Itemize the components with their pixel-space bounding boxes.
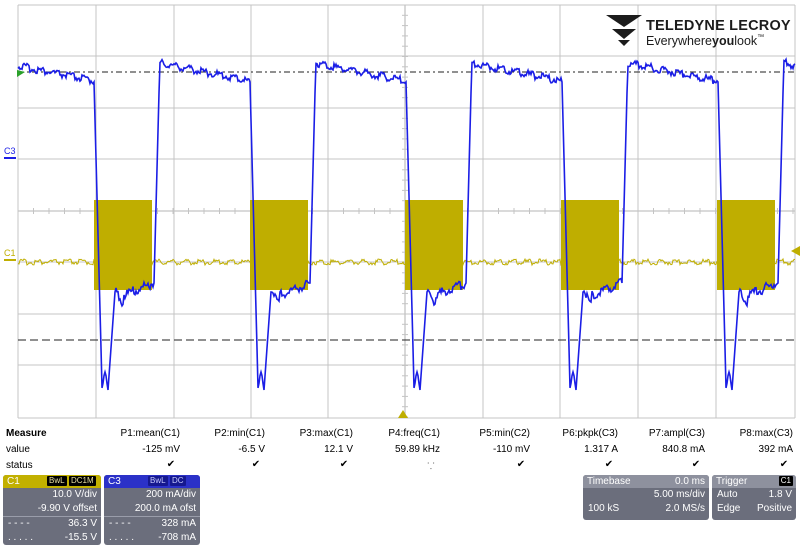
measure-status-p4-histogram-icon: ⸪ (427, 461, 435, 471)
trigger-type: Edge (717, 503, 741, 514)
measure-label-p4: P4:freq(C1) (388, 428, 440, 439)
logo-brand-text: TELEDYNE LECROY (646, 18, 791, 34)
c1-switching-bursts (94, 200, 775, 290)
timebase-samples: 100 kS (588, 503, 620, 514)
c1-burst-4 (561, 200, 619, 290)
c3-channel-marker[interactable]: C3 (4, 146, 16, 156)
trigger-title: Trigger (716, 476, 748, 487)
measure-status-p3-check-icon: ✔ (339, 459, 349, 470)
measure-label-p7: P7:ampl(C3) (648, 428, 705, 439)
trigger-mode: Auto (717, 489, 738, 500)
logo-tagline: Everywhereyoulook™ (646, 34, 765, 48)
measure-status-p8-check-icon: ✔ (779, 459, 789, 470)
timebase-delay: 0.0 ms (674, 476, 705, 487)
measure-label-p2: P2:min(C1) (214, 428, 265, 439)
measure-value-row-label: value (6, 444, 30, 455)
c1-burst-1 (94, 200, 152, 290)
measure-status-p7-check-icon: ✔ (691, 459, 701, 470)
timebase-tdiv: 5.00 ms/div (653, 489, 705, 500)
c3-offset-value: 200.0 mA ofst (134, 503, 196, 514)
timebase-rate: 2.0 MS/s (665, 503, 705, 514)
measure-value-p6: 1.317 A (584, 444, 618, 455)
measure-label-p3: P3:max(C1) (299, 428, 353, 439)
c1-max-indicator: - - - - (8, 518, 30, 529)
c1-burst-2 (250, 200, 308, 290)
measure-value-p8: 392 mA (758, 444, 793, 455)
c1-min-value: -15.5 V (64, 532, 97, 543)
c3-vdiv-value: 200 mA/div (145, 489, 196, 500)
measure-value-p1: -125 mV (142, 444, 180, 455)
c1-max-value: 36.3 V (68, 518, 97, 529)
measure-status-row-label: status (6, 460, 33, 471)
c1-channel-marker[interactable]: C1 (4, 248, 16, 258)
measure-status-p1-check-icon: ✔ (166, 459, 176, 470)
measure-status-p2-check-icon: ✔ (251, 459, 261, 470)
trigger-level: 1.8 V (768, 489, 792, 500)
c1-panel-name: C1 (7, 476, 20, 487)
c3-max-indicator: - - - - (109, 518, 131, 529)
teledyne-lecroy-logo: TELEDYNE LECROY Everywhereyoulook™ (604, 13, 794, 53)
c1-burst-3 (405, 200, 463, 290)
measure-title: Measure (6, 428, 47, 439)
c3-trace (17, 57, 796, 391)
c1-channel-descriptor[interactable]: C1 BwL DC1M 10.0 V/div -9.90 V offset - … (3, 475, 101, 545)
c3-channel-descriptor[interactable]: C3 BwL DC 200 mA/div 200.0 mA ofst - - -… (104, 475, 200, 545)
trigger-channel-badge: C1 (778, 476, 793, 486)
c1-min-indicator: . . . . . (8, 532, 34, 543)
measure-value-p3: 12.1 V (324, 444, 353, 455)
c1-vdiv-value: 10.0 V/div (52, 489, 97, 500)
c3-min-value: -708 mA (158, 532, 196, 543)
timebase-descriptor[interactable]: Timebase 0.0 ms 5.00 ms/div 100 kS 2.0 MS/… (583, 475, 709, 520)
measure-value-p4: 59.89 kHz (394, 444, 440, 455)
c1-burst-5 (717, 200, 775, 290)
c1-coupling-badge: DC1M (69, 476, 96, 486)
teledyne-logo-icon (606, 15, 642, 46)
measure-value-p5: -110 mV (492, 444, 530, 455)
measure-value-p2: -6.5 V (238, 444, 265, 455)
c3-max-value: 328 mA (161, 518, 196, 529)
trigger-descriptor[interactable]: Trigger C1 Auto 1.8 V Edge Positive (712, 475, 796, 520)
measure-label-p1: P1:mean(C1) (120, 428, 180, 439)
waveform-display[interactable]: C3 C1 (0, 0, 800, 420)
measure-label-p5: P5:min(C2) (479, 428, 530, 439)
c1-offset-value: -9.90 V offset (37, 503, 97, 514)
c1-bandwidth-badge: BwL (47, 476, 67, 486)
c3-offset-marker[interactable] (17, 70, 25, 77)
trigger-slope: Positive (756, 503, 792, 514)
measure-value-p7: 840.8 mA (662, 444, 705, 455)
timebase-title: Timebase (587, 476, 631, 487)
c3-panel-name: C3 (108, 476, 121, 487)
c3-min-indicator: . . . . . (109, 532, 135, 543)
c3-coupling-badge: DC (170, 476, 186, 486)
trigger-position-marker[interactable] (398, 410, 408, 418)
trigger-level-marker[interactable] (791, 246, 800, 256)
measure-status-p6-check-icon: ✔ (604, 459, 614, 470)
measure-status-p5-check-icon: ✔ (516, 459, 526, 470)
measure-table[interactable]: Measure value status P1:mean(C1) -125 mV ✔… (0, 425, 800, 473)
c3-bandwidth-badge: BwL (148, 476, 168, 486)
measure-label-p8: P8:max(C3) (739, 428, 793, 439)
measure-label-p6: P6:pkpk(C3) (562, 428, 618, 439)
